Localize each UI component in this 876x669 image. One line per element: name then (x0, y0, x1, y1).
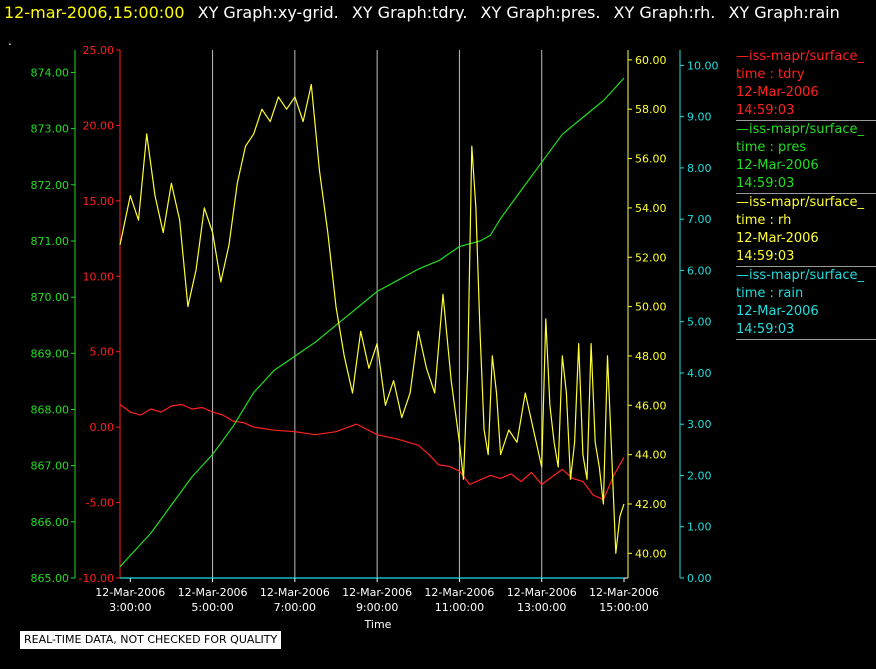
legend-line-label: —iss-mapr/surface_ (736, 268, 865, 283)
tick-label-pres: 873.00 (31, 123, 70, 136)
series-line-pres (119, 77, 625, 568)
tick-label-rh: 60.00 (635, 54, 667, 67)
tick-label-rain: 0.00 (687, 572, 712, 585)
tick-label-tdry: -5.00 (86, 497, 114, 510)
legend-date-label: 12-Mar-2006 (736, 158, 819, 173)
tick-label-rh: 48.00 (635, 350, 667, 363)
tick-label-rh: 54.00 (635, 202, 667, 215)
graph-title-0: XY Graph:xy-grid. (197, 3, 339, 22)
tick-label-pres: 865.00 (31, 572, 70, 585)
x-tick-time: 5:00:00 (191, 601, 233, 614)
legend-date-label: 12-Mar-2006 (736, 304, 819, 319)
x-tick-time: 13:00:00 (517, 601, 566, 614)
legend: —iss-mapr/surface_ time : tdry 12-Mar-20… (736, 48, 876, 340)
legend-var-label: time : rain (736, 286, 804, 301)
legend-var-label: time : rh (736, 213, 792, 228)
tick-label-rain: 8.00 (687, 162, 712, 175)
tick-label-pres: 867.00 (31, 460, 70, 473)
tick-label-rain: 9.00 (687, 111, 712, 124)
legend-date-label: 12-Mar-2006 (736, 85, 819, 100)
x-tick-date: 12-Mar-2006 (260, 586, 330, 599)
legend-time-label: 14:59:03 (736, 249, 795, 264)
x-tick-date: 12-Mar-2006 (589, 586, 659, 599)
tick-label-rain: 3.00 (687, 418, 712, 431)
x-tick-date: 12-Mar-2006 (507, 586, 577, 599)
timestamp: 12-mar-2006,15:00:00 (4, 3, 185, 22)
series-line-tdry (119, 403, 625, 501)
x-axis-label: Time (364, 618, 392, 631)
tick-label-pres: 869.00 (31, 347, 70, 360)
tick-label-rh: 42.00 (635, 498, 667, 511)
tick-label-pres: 874.00 (31, 66, 70, 79)
tick-label-tdry: 25.00 (83, 44, 115, 57)
title-bar: 12-mar-2006,15:00:00 XY Graph:xy-grid. X… (4, 3, 840, 25)
legend-entry-rh[interactable]: —iss-mapr/surface_ time : rh 12-Mar-2006… (736, 194, 876, 267)
graph-title-1: XY Graph:tdry. (351, 3, 468, 22)
tick-label-rain: 10.00 (687, 59, 719, 72)
tick-label-pres: 871.00 (31, 235, 70, 248)
x-tick-time: 11:00:00 (435, 601, 484, 614)
legend-time-label: 14:59:03 (736, 322, 795, 337)
legend-line-label: —iss-mapr/surface_ (736, 49, 865, 64)
tick-label-rh: 56.00 (635, 153, 667, 166)
legend-time-label: 14:59:03 (736, 176, 795, 191)
series-line-rh (119, 83, 625, 554)
quality-disclaimer: REAL-TIME DATA, NOT CHECKED FOR QUALITY (20, 631, 282, 649)
tick-label-rh: 58.00 (635, 103, 667, 116)
legend-line-label: —iss-mapr/surface_ (736, 195, 865, 210)
legend-date-label: 12-Mar-2006 (736, 231, 819, 246)
tick-label-tdry: 15.00 (83, 195, 115, 208)
legend-var-label: time : pres (736, 140, 807, 155)
x-tick-date: 12-Mar-2006 (95, 586, 165, 599)
tick-label-rain: 4.00 (687, 367, 712, 380)
tick-label-rh: 52.00 (635, 251, 667, 264)
tick-label-rain: 6.00 (687, 264, 712, 277)
tick-label-pres: 866.00 (31, 516, 70, 529)
graph-title-2: XY Graph:pres. (480, 3, 601, 22)
legend-entry-pres[interactable]: —iss-mapr/surface_ time : pres 12-Mar-20… (736, 121, 876, 194)
graph-title-3: XY Graph:rh. (613, 3, 716, 22)
x-tick-time: 3:00:00 (109, 601, 151, 614)
tick-label-tdry: -10.00 (79, 572, 114, 585)
legend-time-label: 14:59:03 (736, 103, 795, 118)
tick-label-pres: 868.00 (31, 403, 70, 416)
tick-label-pres: 870.00 (31, 291, 70, 304)
legend-entry-tdry[interactable]: —iss-mapr/surface_ time : tdry 12-Mar-20… (736, 48, 876, 121)
tick-label-rh: 50.00 (635, 301, 667, 314)
legend-var-label: time : tdry (736, 67, 805, 82)
x-tick-time: 15:00:00 (599, 601, 648, 614)
tick-label-rain: 5.00 (687, 316, 712, 329)
graph-title-4: XY Graph:rain (728, 3, 840, 22)
tick-label-rain: 7.00 (687, 213, 712, 226)
x-tick-time: 7:00:00 (274, 601, 316, 614)
tick-label-tdry: 5.00 (90, 346, 115, 359)
tick-label-rain: 1.00 (687, 521, 712, 534)
tick-label-rh: 44.00 (635, 449, 667, 462)
x-tick-date: 12-Mar-2006 (424, 586, 494, 599)
x-tick-time: 9:00:00 (356, 601, 398, 614)
corner-dot: . (8, 34, 12, 48)
tick-label-tdry: 20.00 (83, 119, 115, 132)
tick-label-rh: 40.00 (635, 547, 667, 560)
tick-label-tdry: 0.00 (90, 421, 115, 434)
tick-label-pres: 872.00 (31, 179, 70, 192)
legend-entry-rain[interactable]: —iss-mapr/surface_ time : rain 12-Mar-20… (736, 267, 876, 340)
tick-label-rh: 46.00 (635, 399, 667, 412)
x-tick-date: 12-Mar-2006 (178, 586, 248, 599)
legend-line-label: —iss-mapr/surface_ (736, 122, 865, 137)
tick-label-rain: 2.00 (687, 469, 712, 482)
x-tick-date: 12-Mar-2006 (342, 586, 412, 599)
tick-label-tdry: 10.00 (83, 270, 115, 283)
